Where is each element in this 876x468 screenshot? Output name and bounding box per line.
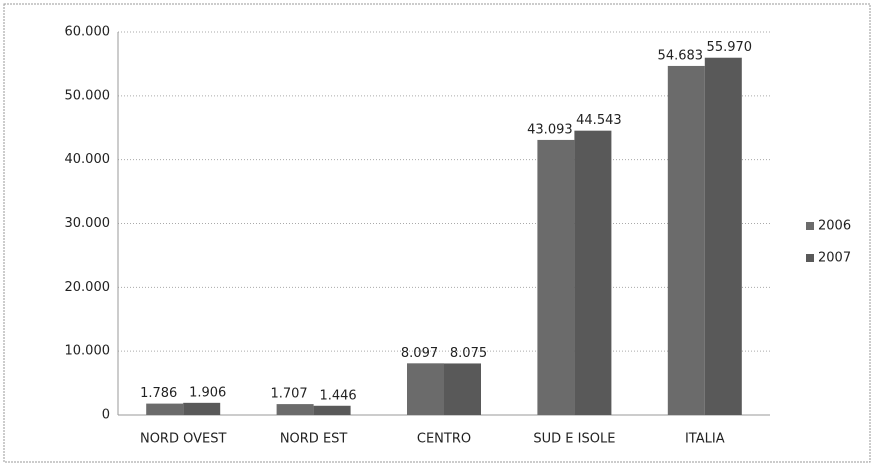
- bar: [574, 130, 612, 416]
- data-label: 1.707: [270, 387, 307, 402]
- bar: [313, 405, 351, 415]
- bar: [444, 363, 481, 415]
- bar: [146, 403, 184, 415]
- legend-swatch: [806, 254, 814, 262]
- bar: [537, 139, 575, 415]
- y-tick-label: 50.000: [65, 88, 111, 103]
- legend-label: 2006: [818, 219, 851, 234]
- data-label: 1.906: [189, 385, 226, 400]
- legend-label: 2007: [818, 251, 851, 266]
- y-tick-label: 20.000: [65, 280, 111, 295]
- bar: [704, 57, 742, 416]
- data-label: 8.075: [450, 346, 487, 361]
- data-label: 1.786: [140, 386, 177, 401]
- y-tick-label: 10.000: [65, 344, 111, 359]
- x-tick-label: SUD E ISOLE: [533, 432, 615, 447]
- x-tick-label: CENTRO: [417, 432, 471, 447]
- legend-swatch: [806, 222, 814, 230]
- bar: [183, 402, 221, 415]
- x-tick-label: NORD EST: [280, 432, 348, 447]
- x-tick-label: ITALIA: [685, 432, 725, 447]
- y-tick-label: 60.000: [65, 25, 111, 40]
- data-label: 8.097: [401, 346, 438, 361]
- bar: [407, 363, 444, 415]
- data-label: 1.446: [319, 388, 356, 403]
- bar: [276, 404, 314, 415]
- x-tick-label: NORD OVEST: [140, 432, 226, 447]
- y-tick-label: 30.000: [65, 216, 111, 231]
- y-tick-label: 40.000: [65, 152, 111, 167]
- y-tick-label: 0: [102, 408, 110, 423]
- bar: [667, 65, 705, 415]
- data-label: 54.683: [658, 48, 704, 63]
- data-label: 55.970: [707, 40, 753, 55]
- data-label: 44.543: [576, 113, 622, 128]
- data-label: 43.093: [527, 122, 573, 137]
